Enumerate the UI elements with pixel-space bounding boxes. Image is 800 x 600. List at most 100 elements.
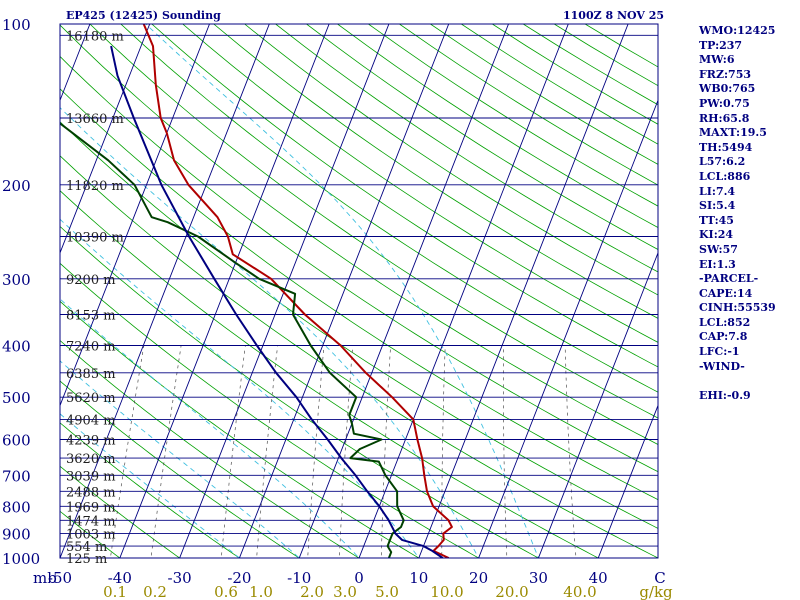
- stat-item: PW:0.75: [699, 96, 750, 110]
- mixing-ratio-line: [380, 345, 391, 558]
- pressure-tick-label: 600: [2, 432, 31, 450]
- height-level-label: 3620 m: [66, 452, 116, 467]
- isotherm-line: [60, 24, 151, 255]
- height-level-label: 13660 m: [66, 112, 124, 127]
- height-level-label: 7240 m: [66, 340, 116, 355]
- temperature-tick-label: -50: [48, 569, 72, 587]
- dry-adiabat-line: [60, 190, 600, 558]
- dry-adiabat-line: [60, 300, 420, 558]
- stat-item: [699, 374, 799, 389]
- isotherm-line: [358, 24, 569, 558]
- mixing-ratio-label: 10.0: [430, 583, 463, 600]
- dry-adiabat-line: [60, 88, 658, 501]
- stat-item: TP:237: [699, 38, 743, 52]
- stat-item: LCL:852: [699, 315, 751, 329]
- moist-adiabat-line: [60, 298, 360, 558]
- isotherms: [0, 24, 658, 569]
- stat-item: CAPE:14: [699, 286, 753, 300]
- isotherm-line: [238, 24, 450, 558]
- height-level-label: 3039 m: [66, 469, 116, 484]
- isobars: [60, 34, 658, 558]
- dry-adiabat-line: [120, 24, 658, 393]
- mixing-ratio-label: 40.0: [563, 583, 596, 600]
- height-level-label: 9200 m: [66, 273, 116, 288]
- temperature-tick-label: -10: [287, 569, 311, 587]
- dry-adiabat-line: [60, 465, 181, 558]
- dry-adiabat-line: [244, 24, 658, 296]
- mixing-ratio-line: [441, 345, 446, 558]
- mixing-ratio-line: [339, 345, 354, 558]
- stat-item: KI:24: [699, 228, 734, 242]
- stats-panel: WMO:12425 TP:237 MW:6 FRZ:753 WB0:765 PW:0.75…: [699, 24, 799, 403]
- isotherm-line: [0, 24, 30, 569]
- height-level-label: 5620 m: [66, 391, 116, 406]
- moist-adiabat-line: [145, 24, 539, 558]
- dry-adiabat-line: [213, 24, 658, 319]
- stat-item: LFC:-1: [699, 345, 740, 359]
- pressure-tick-label: 500: [2, 389, 31, 407]
- isotherm-line: [597, 404, 658, 558]
- temperature-tick-label: -40: [108, 569, 132, 587]
- chart-title: EP425 (12425) Sounding: [66, 9, 221, 22]
- dry-adiabat-line: [306, 24, 658, 250]
- dry-adiabat-line: [60, 155, 658, 558]
- mixing-ratio-line: [503, 345, 508, 558]
- stat-item: SW:57: [699, 242, 738, 256]
- temperature-tick-label: 0: [354, 569, 364, 587]
- mixing-ratio-line: [564, 345, 577, 558]
- height-level-label: 554 m: [66, 540, 107, 555]
- dry-adiabat-line: [60, 24, 658, 445]
- stat-item: MAXT:19.5: [699, 126, 767, 140]
- mixing-ratio-label: 1.0: [249, 583, 273, 600]
- mixing-ratio-line: [150, 345, 182, 558]
- pressure-tick-label: 400: [2, 338, 31, 356]
- height-level-label: 2488 m: [66, 485, 116, 500]
- pressure-tick-label: 900: [2, 526, 31, 544]
- height-level-label: 16180 m: [66, 29, 124, 44]
- stat-item: RH:65.8: [699, 111, 750, 125]
- stat-item: EI:1.3: [699, 257, 736, 271]
- mixing-ratio-line: [220, 345, 246, 558]
- dry-adiabat-line: [60, 422, 241, 558]
- isotherm-line: [478, 99, 658, 558]
- chart-timestamp: 1100Z 8 NOV 25: [563, 9, 664, 22]
- stat-item: TH:5494: [699, 140, 753, 154]
- mixing-ratio-line: [307, 345, 325, 558]
- height-level-label: 6385 m: [66, 367, 116, 382]
- mixing-ratio-label: 20.0: [495, 583, 528, 600]
- temperature-tick-label: C: [654, 569, 665, 587]
- height-level-label: 4904 m: [66, 413, 116, 428]
- pressure-tick-label: 300: [2, 271, 31, 289]
- stat-item: LCL:886: [699, 169, 751, 183]
- moist-adiabat-line: [60, 413, 241, 558]
- mixing-ratio-label: 0.2: [143, 583, 167, 600]
- pressure-tick-label: 200: [2, 177, 31, 195]
- temperature-tick-label: -20: [227, 569, 251, 587]
- mixing-ratio-label: 2.0: [300, 583, 324, 600]
- pressure-unit-label: mb: [33, 569, 57, 587]
- dry-adiabat-line: [60, 121, 658, 529]
- mixing-ratio-label: 0.6: [214, 583, 238, 600]
- temperature-line: [142, 24, 453, 558]
- plot-background: [60, 24, 658, 558]
- dry-adiabat-line: [60, 510, 121, 558]
- pressure-tick-label: 700: [2, 467, 31, 485]
- isotherm-line: [119, 24, 330, 558]
- dry-adiabat-line: [60, 262, 480, 558]
- dry-adiabat-line: [60, 380, 300, 558]
- height-level-label: 1474 m: [66, 514, 116, 529]
- isotherm-line: [298, 24, 509, 558]
- mixing-ratio-label: 3.0: [333, 583, 357, 600]
- isotherm-line: [418, 24, 629, 558]
- pressure-tick-label: 100: [2, 16, 31, 34]
- isotherm-line: [179, 24, 390, 558]
- stat-item: WB0:765: [699, 82, 756, 96]
- temperature-tick-label: 10: [409, 569, 428, 587]
- stat-item: CAP:7.8: [699, 330, 748, 344]
- isotherm-line: [60, 24, 270, 558]
- height-level-label: 11820 m: [66, 179, 124, 194]
- dry-adiabat-line: [60, 55, 658, 473]
- temperature-tick-label: 20: [469, 569, 488, 587]
